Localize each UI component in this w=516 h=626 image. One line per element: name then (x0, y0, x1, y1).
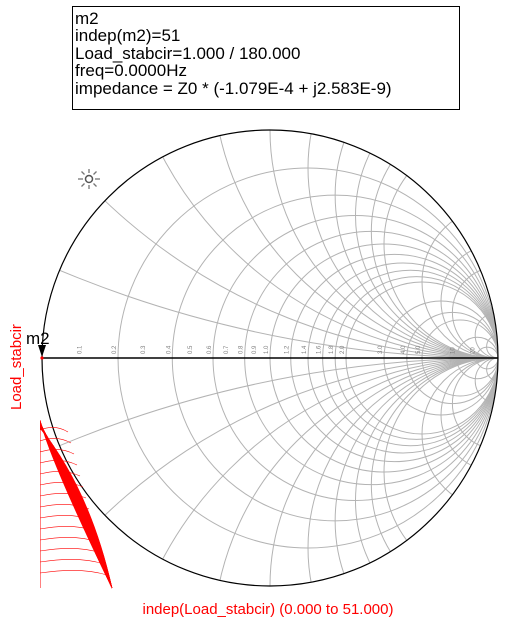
real-axis-tick-label: 1.0 (264, 345, 270, 354)
stability-trace-segment (40, 482, 84, 488)
y-axis-label: Load_stabcir (8, 324, 25, 410)
stability-trace-segment (40, 570, 108, 576)
real-axis-tick-label: 4.0 (401, 345, 407, 354)
reactance-arc (334, 357, 498, 586)
real-axis-tick-label: 0.1 (77, 345, 83, 354)
marker-readout-box[interactable]: m2 indep(m2)=51 Load_stabcir=1.000 / 180… (72, 6, 460, 110)
marker-value: Load_stabcir=1.000 / 180.000 (75, 43, 301, 63)
reactance-arc (370, 357, 498, 586)
stability-trace-segment (40, 460, 78, 466)
marker-name: m2 (75, 9, 99, 28)
real-axis-tick-label: 0.7 (224, 345, 230, 354)
reactance-arc (383, 130, 498, 359)
reactance-arc (307, 130, 498, 359)
stability-trace-segment (40, 449, 75, 455)
real-axis-tick-label: 0.3 (141, 345, 147, 354)
stability-trace-segment (40, 537, 99, 543)
marker-label: m2 (26, 329, 50, 348)
real-axis-tick-label: 1.4 (302, 345, 308, 354)
real-axis-tick-label: 0.4 (166, 345, 172, 354)
smith-axis-labels: 0.1 0.2 0.3 0.4 0.5 0.6 0.7 0.8 0.9 1.0 1.2 1.4 1.6 1… (77, 345, 476, 354)
real-axis-tick-label: 3.0 (378, 345, 384, 354)
reactance-arc (440, 243, 498, 359)
reactance-arc (334, 130, 498, 359)
real-axis-tick-label: 0.9 (252, 345, 258, 354)
marker-freq: freq=0.0000Hz (75, 61, 187, 81)
reactance-arc (440, 357, 498, 473)
marker-indep: indep(m2)=51 (75, 26, 181, 46)
real-axis-tick-label: 20 (470, 347, 476, 354)
stability-trace-segment (40, 427, 69, 433)
reactance-arc (474, 357, 498, 405)
real-axis-tick-label: 2.0 (340, 345, 346, 354)
real-axis-tick-label: 1.8 (329, 345, 335, 354)
reactance-arc (307, 357, 498, 586)
reactance-arc (355, 130, 498, 359)
real-axis-tick-label: 0.5 (188, 345, 194, 354)
real-axis-tick-label: 1.2 (285, 345, 291, 354)
real-axis-tick-label: 0.6 (207, 345, 213, 354)
x-axis-label: indep(Load_stabcir) (0.000 to 51.000) (142, 601, 394, 618)
marker-m2[interactable]: m2 (26, 329, 50, 360)
stability-trace-segment (40, 504, 90, 510)
marker-impedance: impedance = Z0 * (-1.079E-4 + j2.583E-9) (75, 78, 392, 98)
stability-trace-segment (40, 427, 113, 589)
reactance-arc (486, 357, 498, 382)
stability-circle-trace (40, 420, 113, 589)
stability-trace-segment (40, 438, 72, 444)
stability-trace-segment (40, 548, 102, 554)
stability-trace-segment (40, 471, 81, 477)
real-axis-tick-label: 10 (451, 347, 457, 354)
reactance-arc (370, 130, 498, 359)
reactance-arc (474, 311, 498, 359)
stability-trace-segment (40, 493, 87, 499)
reactance-arc (383, 357, 498, 586)
reactance-arc (486, 334, 498, 359)
marker-triangle-icon (38, 345, 46, 357)
real-axis-tick-label: 1.6 (317, 345, 323, 354)
real-axis-tick-label: 0.8 (239, 345, 245, 354)
stability-trace-segment (40, 526, 96, 532)
stability-trace-segment (40, 515, 93, 521)
sun-icon (78, 169, 100, 189)
reactance-arc (421, 357, 498, 511)
reactance-arc (355, 357, 498, 586)
reactance-arc (421, 205, 498, 359)
stability-trace-segment (40, 559, 105, 565)
real-axis-tick-label: 5.0 (416, 345, 422, 354)
real-axis-tick-label: 0.2 (112, 345, 118, 354)
